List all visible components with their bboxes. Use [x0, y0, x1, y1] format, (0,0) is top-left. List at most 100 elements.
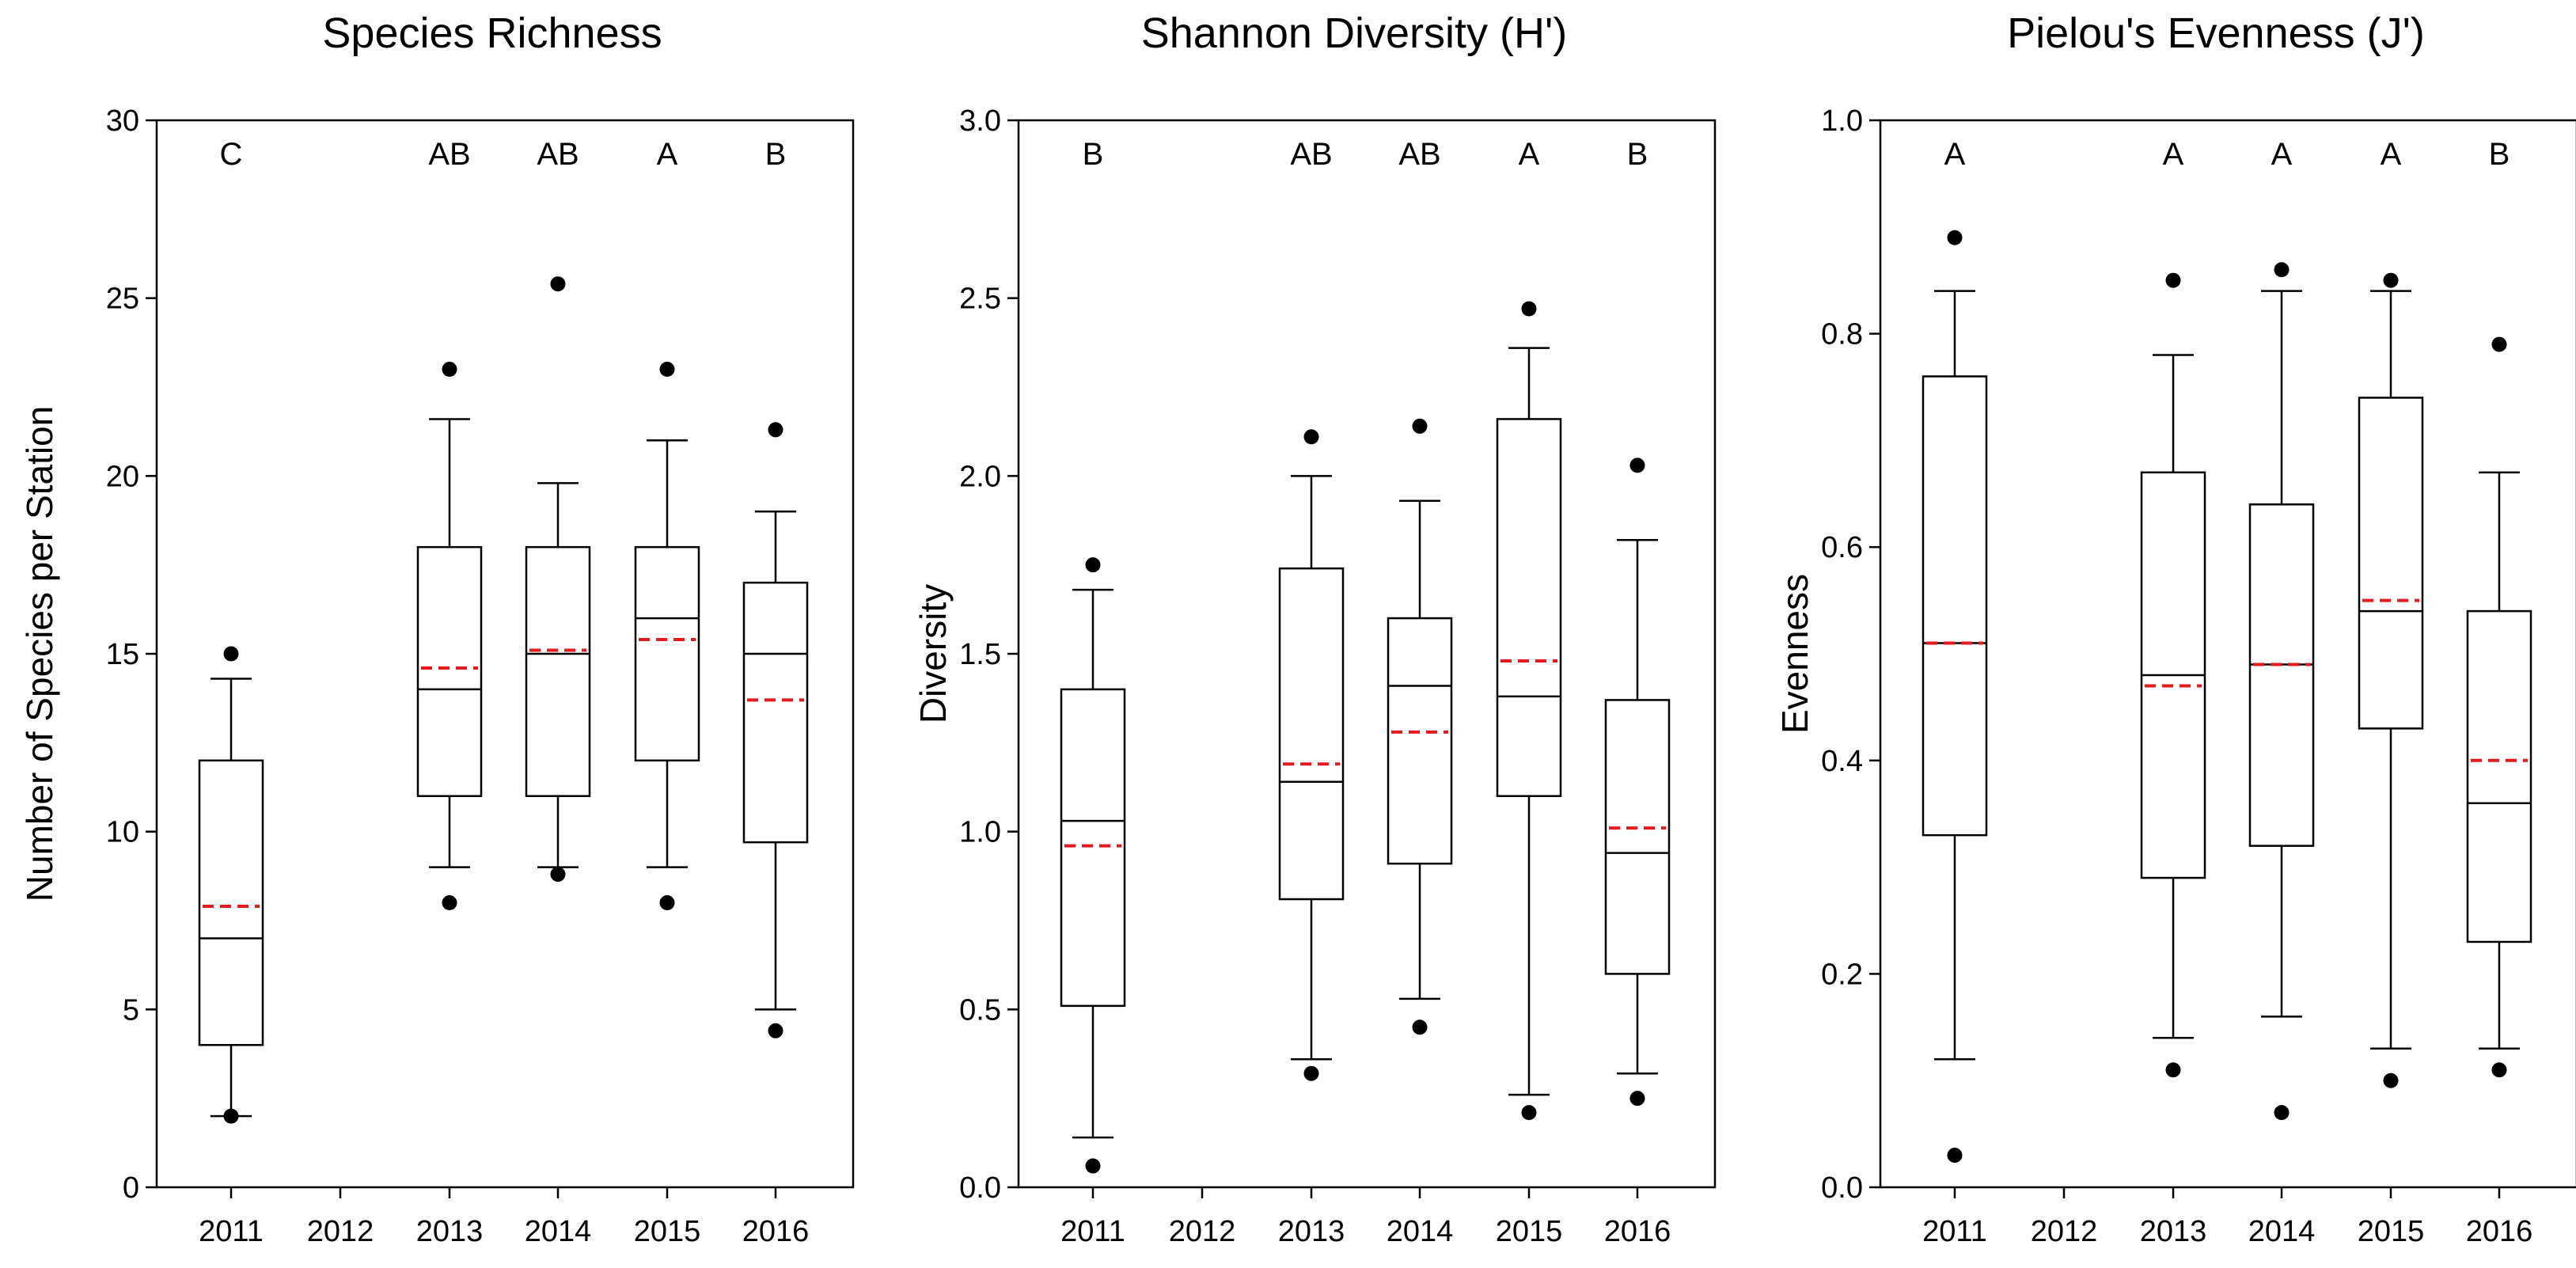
iqr-box	[1604, 699, 1671, 975]
y-tick-label: 1.0	[1821, 104, 1863, 138]
significance-letter: A	[2163, 137, 2184, 172]
y-tick-label: 0.0	[959, 1171, 1001, 1205]
outlier-point	[2491, 336, 2507, 352]
box-2011	[198, 646, 264, 1124]
outlier-point	[1303, 1065, 1319, 1081]
significance-letter: AB	[428, 137, 470, 172]
iqr-box	[634, 545, 700, 762]
iqr-box	[1387, 617, 1453, 865]
x-tick-label: 2011	[1060, 1215, 1125, 1248]
iqr-box	[1060, 688, 1126, 1008]
x-tick-label: 2015	[2358, 1215, 2425, 1248]
y-tick-label: 0.4	[1821, 745, 1863, 778]
plot-frame	[1879, 119, 2576, 1189]
chart-title: Pielou's Evenness (J')	[2007, 9, 2425, 57]
outlier-point	[550, 867, 566, 883]
y-tick-label: 5	[123, 993, 139, 1027]
significance-letter: B	[1627, 137, 1648, 172]
significance-letter: A	[657, 137, 678, 172]
outlier-point	[1303, 429, 1319, 445]
box-2013	[416, 362, 483, 911]
significance-letter: B	[765, 137, 787, 172]
y-tick-label: 1.5	[959, 638, 1001, 671]
iqr-box	[1496, 418, 1562, 797]
box-2016	[1604, 457, 1671, 1107]
outlier-point	[223, 646, 239, 662]
y-tick-label: 0.5	[959, 993, 1001, 1027]
y-tick-label: 0.8	[1821, 318, 1863, 351]
significance-letter: B	[2489, 137, 2510, 172]
y-tick-label: 0	[123, 1171, 139, 1205]
y-tick-label: 20	[106, 460, 139, 493]
significance-letter: A	[2381, 137, 2402, 172]
chart-title: Shannon Diversity (H')	[1141, 9, 1568, 57]
box-2015	[1496, 301, 1562, 1121]
outlier-point	[2274, 262, 2290, 278]
significance-letter: AB	[1290, 137, 1332, 172]
box-2011	[1922, 230, 1988, 1164]
x-tick-label: 2015	[1496, 1215, 1563, 1248]
outlier-point	[2274, 1105, 2290, 1121]
box-2015	[634, 362, 700, 911]
box-2013	[1278, 429, 1345, 1081]
x-tick-label: 2015	[634, 1215, 701, 1248]
outlier-point	[2165, 272, 2181, 288]
box-2014	[1387, 418, 1453, 1035]
significance-letter: B	[1083, 137, 1104, 172]
x-tick-label: 2016	[742, 1215, 810, 1248]
x-tick-label: 2012	[1169, 1215, 1236, 1248]
y-tick-label: 25	[106, 283, 139, 316]
x-tick-label: 2014	[525, 1215, 592, 1248]
y-tick-label: 3.0	[959, 104, 1001, 138]
outlier-point	[1947, 1148, 1963, 1164]
box-2015	[2358, 272, 2424, 1088]
y-axis-label: Evenness	[1774, 574, 1815, 734]
box-2013	[2140, 272, 2206, 1078]
iqr-box	[2358, 397, 2424, 730]
x-tick-label: 2014	[1387, 1215, 1454, 1248]
outlier-point	[442, 895, 457, 911]
y-tick-label: 0.0	[1821, 1171, 1863, 1205]
outlier-point	[1412, 418, 1428, 434]
x-tick-label: 2013	[416, 1215, 484, 1248]
significance-letter: A	[1519, 137, 1540, 172]
x-tick-label: 2013	[1278, 1215, 1345, 1248]
box-2011	[1060, 557, 1126, 1174]
chart-panel-2: Shannon Diversity (H') Diversity 0.0 0.5 1.0…	[912, 9, 1717, 1248]
y-tick-label: 1.0	[959, 816, 1001, 849]
significance-letter: AB	[1398, 137, 1440, 172]
iqr-box	[1278, 567, 1345, 901]
outlier-point	[1412, 1019, 1428, 1035]
outlier-point	[768, 1023, 783, 1038]
x-tick-label: 2016	[2466, 1215, 2533, 1248]
outlier-point	[1085, 557, 1101, 573]
outlier-point	[2491, 1062, 2507, 1078]
significance-letter: C	[220, 137, 243, 172]
iqr-box	[198, 759, 264, 1046]
outlier-point	[550, 276, 566, 292]
x-tick-label: 2012	[307, 1215, 374, 1248]
outlier-point	[223, 1108, 239, 1124]
y-tick-label: 30	[106, 104, 139, 138]
outlier-point	[768, 422, 783, 438]
x-tick-label: 2011	[1922, 1215, 1987, 1248]
significance-letter: A	[2271, 137, 2293, 172]
y-axis-label: Diversity	[912, 584, 954, 723]
iqr-box	[742, 581, 809, 844]
outlier-point	[2165, 1062, 2181, 1078]
y-axis-label: Number of Species per Station	[19, 406, 60, 902]
y-tick-label: 15	[106, 638, 139, 671]
chart-panel-1: Species Richness Number of Species per St…	[19, 9, 855, 1248]
outlier-point	[1521, 301, 1537, 317]
outlier-point	[1629, 1091, 1645, 1107]
iqr-box	[1922, 375, 1988, 837]
outlier-point	[659, 895, 675, 911]
y-tick-label: 0.2	[1821, 958, 1863, 991]
outlier-point	[1521, 1105, 1537, 1121]
outlier-point	[2383, 272, 2399, 288]
outlier-point	[659, 362, 675, 378]
x-tick-label: 2013	[2140, 1215, 2207, 1248]
y-tick-label: 2.5	[959, 283, 1001, 316]
chart-panel-3: Pielou's Evenness (J') Evenness 0.0 0.2 0.4 0…	[1774, 9, 2576, 1248]
